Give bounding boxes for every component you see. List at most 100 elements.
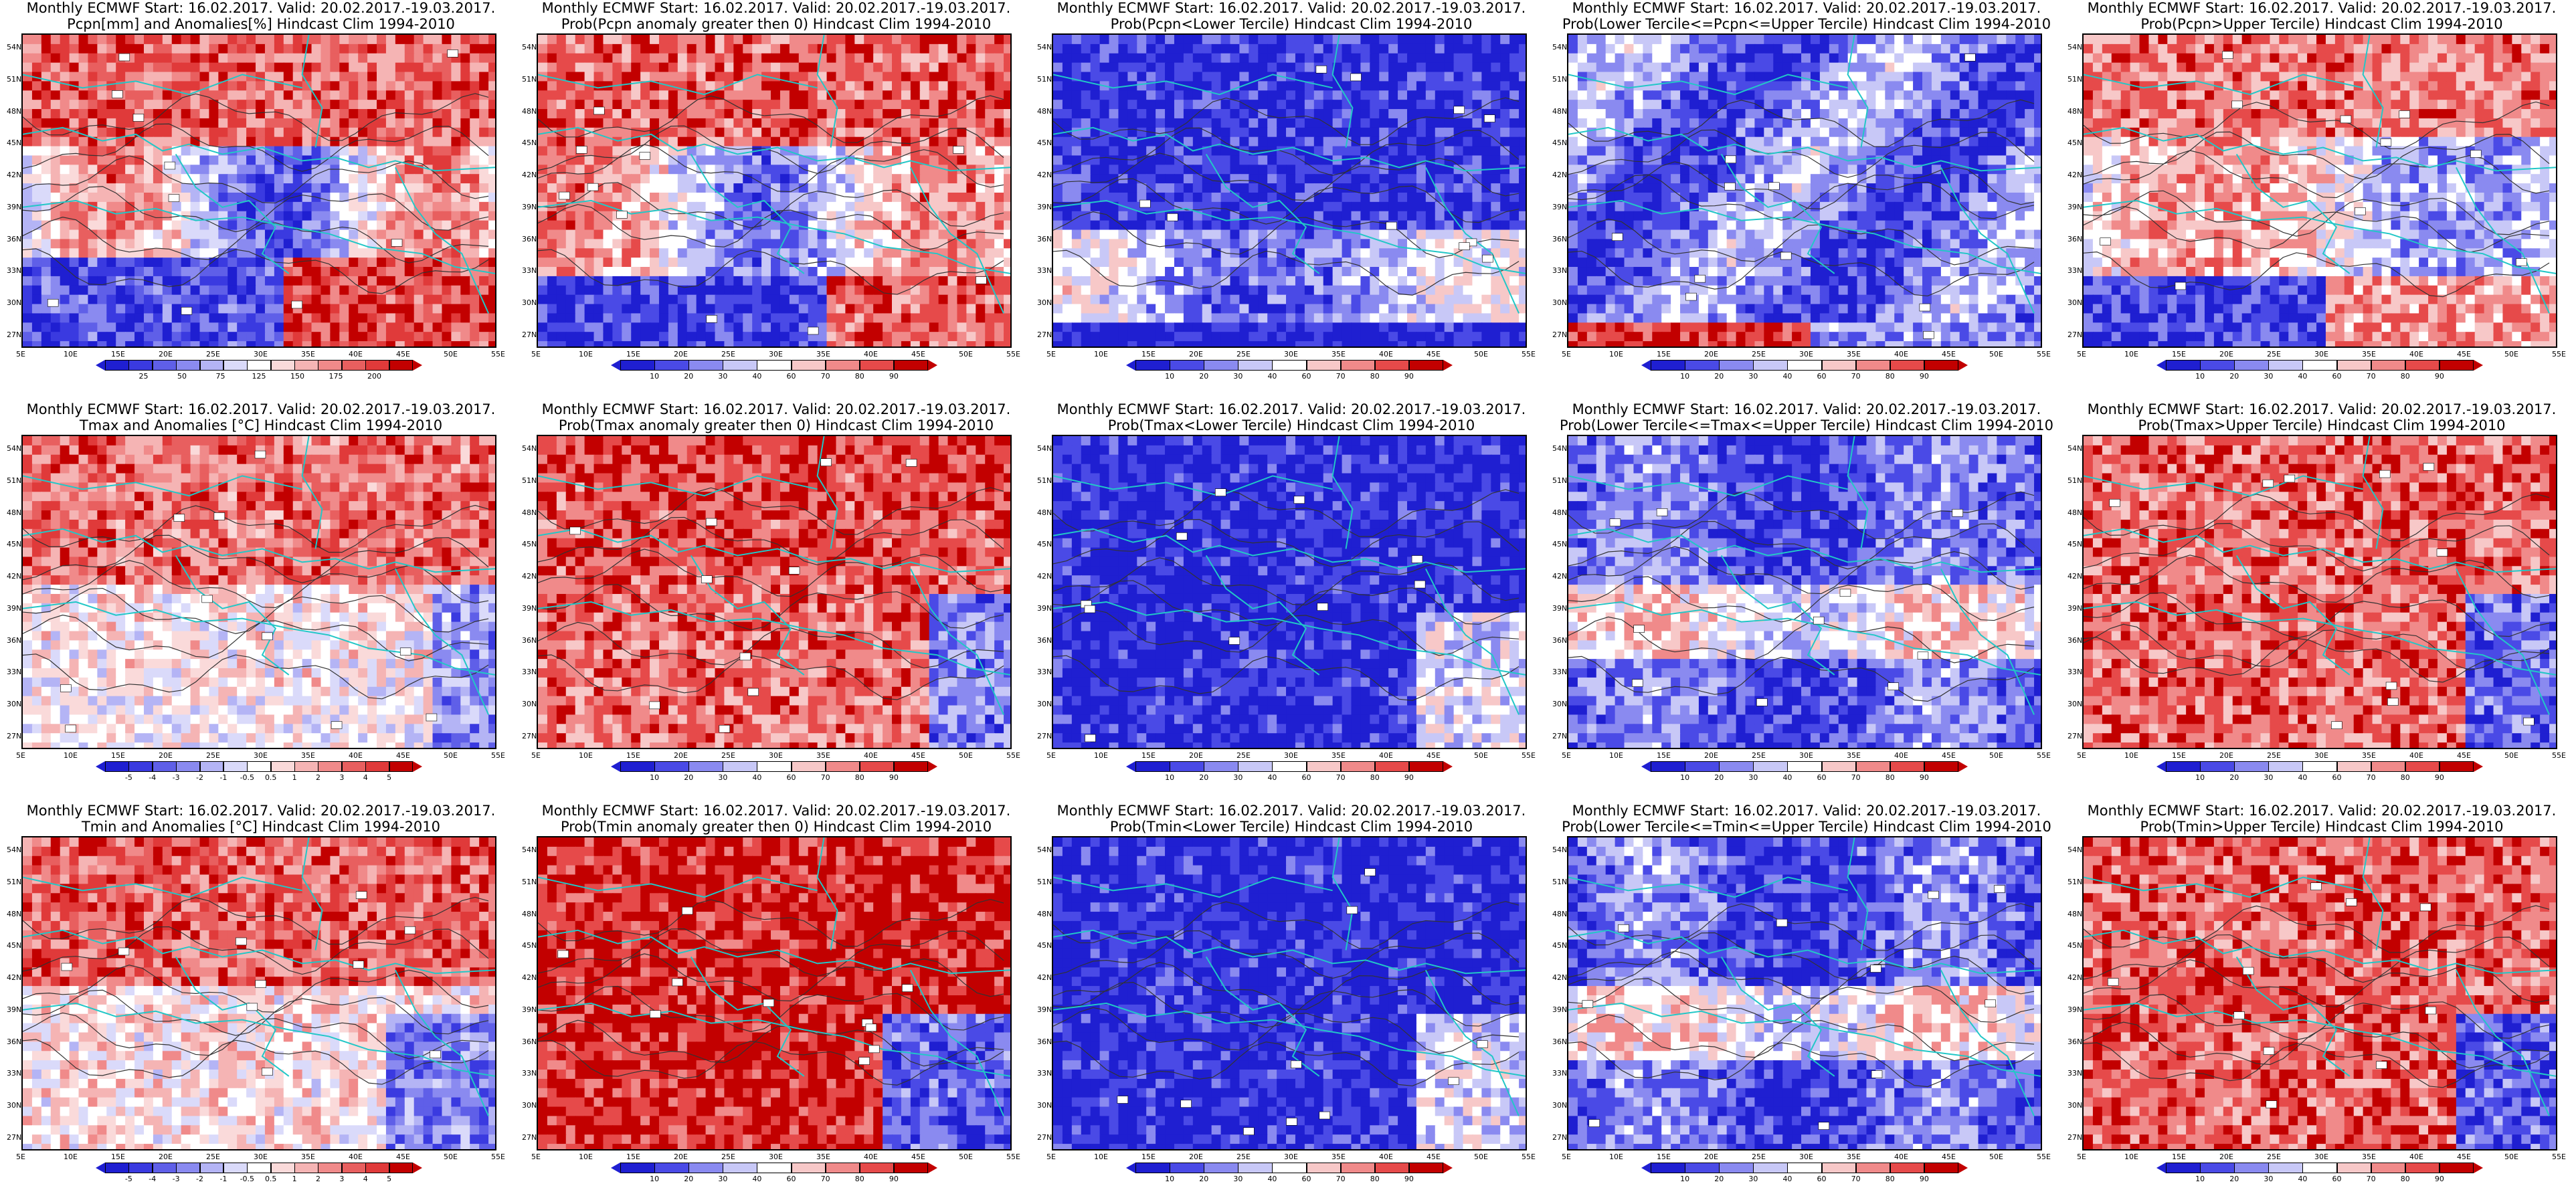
field-cell bbox=[451, 220, 462, 231]
field-cell bbox=[23, 211, 33, 221]
field-cell bbox=[929, 90, 939, 101]
field-cell bbox=[246, 276, 257, 286]
field-cell bbox=[423, 165, 434, 175]
field-cell bbox=[873, 53, 884, 64]
field-cell bbox=[171, 239, 182, 249]
field-cell bbox=[23, 285, 33, 296]
field-cell bbox=[1435, 192, 1445, 203]
field-cell bbox=[1304, 127, 1315, 138]
field-cell bbox=[460, 72, 471, 82]
field-cell bbox=[845, 304, 856, 314]
field-cell bbox=[1453, 192, 1464, 203]
field-cell bbox=[1342, 211, 1352, 221]
field-cell bbox=[432, 322, 443, 333]
field-cell bbox=[593, 211, 604, 221]
field-cell bbox=[919, 248, 930, 259]
field-cell bbox=[41, 258, 52, 268]
field-cell bbox=[686, 109, 697, 119]
field-cell bbox=[385, 100, 396, 110]
field-cell bbox=[650, 118, 660, 128]
field-cell bbox=[966, 53, 977, 64]
field-cell bbox=[199, 118, 210, 128]
field-cell bbox=[181, 332, 191, 342]
field-cell bbox=[385, 285, 396, 296]
field-cell bbox=[631, 341, 642, 346]
field-cell bbox=[1323, 118, 1333, 128]
field-cell bbox=[1156, 165, 1166, 175]
field-cell bbox=[696, 322, 707, 333]
field-cell bbox=[826, 72, 837, 82]
field-cell bbox=[23, 90, 33, 101]
field-cell bbox=[947, 248, 958, 259]
field-cell bbox=[603, 285, 614, 296]
field-cell bbox=[985, 118, 996, 128]
field-cell bbox=[41, 62, 52, 73]
field-cell bbox=[1202, 239, 1212, 249]
field-cell bbox=[1202, 258, 1212, 268]
field-cell bbox=[330, 90, 341, 101]
field-cell bbox=[1453, 35, 1464, 45]
station-marker bbox=[447, 49, 458, 58]
field-cell bbox=[377, 118, 387, 128]
field-cell bbox=[1416, 43, 1427, 54]
field-cell bbox=[41, 211, 52, 221]
field-cell bbox=[218, 229, 229, 240]
field-cell bbox=[479, 201, 490, 212]
field-cell bbox=[612, 43, 623, 54]
field-cell bbox=[854, 332, 865, 342]
field-cell bbox=[78, 294, 89, 305]
field-cell bbox=[1444, 62, 1455, 73]
field-cell bbox=[358, 258, 369, 268]
field-cell bbox=[50, 90, 61, 101]
field-cell bbox=[873, 81, 884, 92]
field-cell bbox=[199, 248, 210, 259]
field-cell bbox=[584, 322, 595, 333]
field-cell bbox=[976, 90, 986, 101]
field-cell bbox=[256, 258, 266, 268]
field-cell bbox=[125, 183, 136, 193]
field-cell bbox=[1230, 35, 1240, 45]
field-cell bbox=[1137, 220, 1147, 231]
field-cell bbox=[779, 285, 790, 296]
field-cell bbox=[947, 322, 958, 333]
field-cell bbox=[218, 313, 229, 324]
field-cell bbox=[686, 229, 697, 240]
field-cell bbox=[547, 100, 557, 110]
field-cell bbox=[237, 127, 248, 138]
field-cell bbox=[771, 100, 781, 110]
field-cell bbox=[1481, 81, 1492, 92]
field-cell bbox=[181, 313, 191, 324]
field-cell bbox=[1416, 127, 1427, 138]
field-cell bbox=[845, 313, 856, 324]
field-cell bbox=[789, 118, 800, 128]
field-cell bbox=[612, 174, 623, 185]
field-cell bbox=[686, 267, 697, 277]
colorbar-segment bbox=[825, 360, 860, 371]
field-cell bbox=[892, 90, 902, 101]
field-cell bbox=[910, 35, 921, 45]
field-cell bbox=[274, 43, 284, 54]
field-cell bbox=[976, 136, 986, 147]
field-cell bbox=[413, 341, 424, 346]
field-cell bbox=[367, 81, 377, 92]
field-cell bbox=[50, 192, 61, 203]
field-cell bbox=[836, 258, 846, 268]
field-cell bbox=[1304, 267, 1315, 277]
field-cell bbox=[479, 192, 490, 203]
field-cell bbox=[1313, 276, 1324, 286]
field-cell bbox=[1286, 258, 1296, 268]
field-cell bbox=[622, 220, 632, 231]
field-cell bbox=[957, 127, 968, 138]
field-cell bbox=[153, 174, 163, 185]
field-cell bbox=[1081, 258, 1091, 268]
field-cell bbox=[311, 258, 322, 268]
field-cell bbox=[330, 53, 341, 64]
colorbar-segment bbox=[893, 360, 929, 371]
field-cell bbox=[612, 276, 623, 286]
field-cell bbox=[302, 322, 312, 333]
field-cell bbox=[442, 155, 452, 166]
field-cell bbox=[404, 35, 415, 45]
field-cell bbox=[1463, 183, 1473, 193]
field-cell bbox=[1519, 174, 1526, 185]
field-cell bbox=[181, 43, 191, 54]
